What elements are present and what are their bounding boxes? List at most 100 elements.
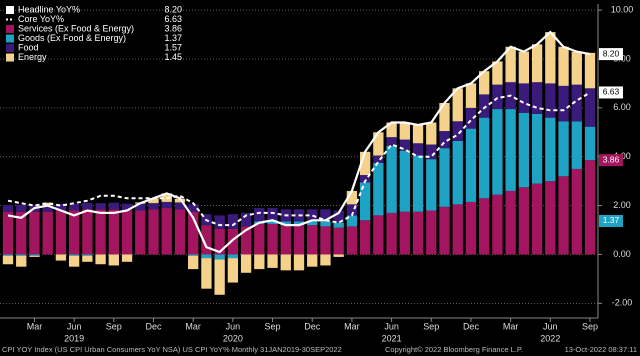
bar-segment (16, 211, 27, 255)
bar-segment (214, 215, 225, 229)
bar-segment (254, 254, 265, 270)
bar-segment (412, 155, 424, 212)
bar-segment (293, 221, 305, 226)
value-badge (599, 48, 623, 61)
bar-segment (465, 128, 477, 202)
value-badge-label: 3.86 (603, 154, 620, 164)
bar-segment (201, 225, 212, 255)
bar-segment (545, 32, 556, 84)
bar-segment (161, 208, 172, 255)
bar-segment (531, 113, 543, 184)
bar-segment (108, 202, 119, 210)
legend-value: 6.63 (164, 14, 182, 24)
headline-line (7, 30, 591, 254)
bar-segment (82, 254, 93, 256)
legend-value: 1.57 (164, 42, 182, 52)
bar-segment (452, 121, 463, 141)
bar-segment (227, 214, 239, 229)
bar-segment (55, 210, 67, 255)
bar-segment (386, 122, 397, 138)
bar-segment (267, 208, 278, 221)
x-tick-label: Mar (27, 321, 43, 331)
value-badge (599, 86, 623, 99)
bar-segment (386, 145, 397, 213)
bar-segment (492, 194, 503, 255)
bar-segment (227, 254, 239, 259)
timestamp: 13-Oct-2022 08:37:11 (565, 345, 637, 354)
value-badge-label: 1.37 (603, 215, 620, 225)
bar-segment (333, 254, 344, 257)
bar-segment (267, 254, 278, 268)
bar-segment (68, 255, 80, 267)
bar-segment (426, 122, 437, 145)
bar-segment (518, 112, 530, 188)
bar-segment (293, 254, 305, 271)
bar-segment (42, 202, 53, 206)
bar-segment (68, 210, 80, 255)
legend-label: Services (Ex Food & Energy) (18, 23, 134, 33)
x-tick-label: Mar (503, 321, 519, 331)
bar-segment (29, 255, 40, 257)
y-tick-label: 6.00 (613, 102, 631, 112)
x-tick-label: Jun (67, 321, 82, 331)
bar-segment (227, 228, 239, 255)
x-tick-label: Jun (543, 321, 558, 331)
bar-segment (373, 215, 384, 255)
x-tick-label: Dec (304, 321, 321, 331)
bar-segment (412, 143, 424, 156)
legend-value: 8.20 (164, 4, 182, 14)
bar-segment (465, 107, 477, 129)
copyright: Copyright© 2022 Bloomberg Finance L.P. (385, 345, 523, 354)
bar-segment (399, 139, 410, 151)
bar-segment (584, 160, 596, 255)
bar-segment (307, 225, 318, 255)
bar-segment (346, 226, 358, 255)
bar-segment (399, 211, 410, 255)
legend-swatch (6, 25, 14, 33)
bar-segment (188, 204, 199, 212)
bar-segment (307, 254, 318, 267)
legend-label: Core YoY% (18, 14, 64, 24)
y-tick-label: 2.00 (613, 200, 631, 210)
bar-segment (558, 46, 569, 86)
bar-segment (479, 198, 490, 255)
year-label: 2022 (540, 333, 560, 343)
bar-segment (333, 210, 344, 223)
bar-segment (584, 126, 596, 161)
bar-segment (95, 209, 106, 255)
bar-segment (188, 255, 199, 270)
y-tick-label: 10.00 (611, 4, 634, 14)
bar-segment (121, 210, 133, 255)
bar-segment (227, 258, 239, 283)
bar-segment (29, 254, 40, 256)
bar-segment (571, 51, 582, 85)
bar-segment (359, 220, 371, 255)
bar-segment (16, 254, 27, 256)
bar-segment (399, 122, 410, 140)
x-tick-label: Sep (265, 321, 281, 331)
legend-value: 3.86 (164, 23, 182, 33)
core-line (7, 91, 591, 227)
bar-segment (333, 222, 344, 228)
legend-swatch (6, 44, 14, 52)
bar-segment (386, 212, 397, 255)
bar-segment (95, 254, 106, 265)
bar-segment (531, 82, 543, 114)
bar-segment (121, 254, 133, 262)
legend-label: Energy (18, 52, 47, 62)
bar-segment (2, 211, 14, 255)
bar-segment (492, 61, 503, 85)
bar-segment (174, 209, 186, 255)
bar-segment (240, 212, 252, 227)
bar-segment (359, 175, 371, 183)
bar-segment (254, 223, 265, 255)
legend-label: Food (18, 42, 39, 52)
bar-segment (174, 198, 186, 203)
bar-segment (558, 121, 569, 177)
bar-segment (558, 85, 569, 122)
bar-segment (148, 203, 159, 210)
bar-segment (320, 226, 331, 255)
bar-segment (2, 205, 14, 212)
bar-segment (505, 190, 516, 255)
